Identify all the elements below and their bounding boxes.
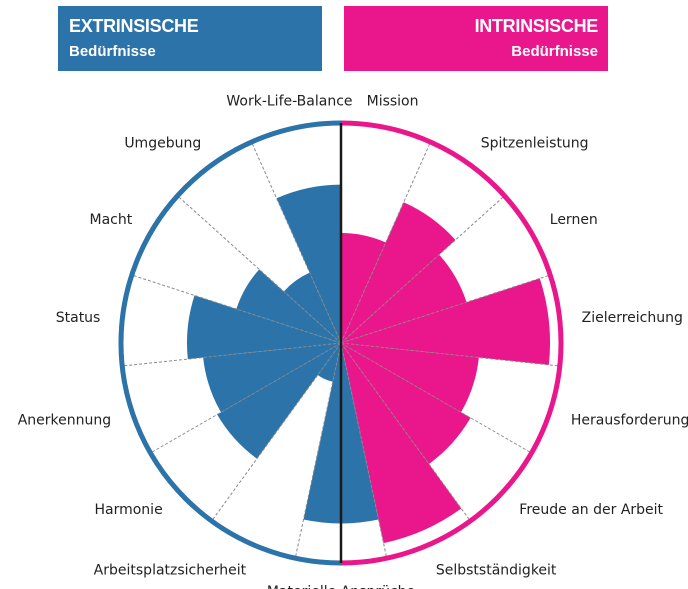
intrinsic-header-subtitle: Bedürfnisse <box>511 43 598 60</box>
grid-spoke <box>294 342 342 559</box>
label-herausforderung: Herausforderung <box>571 413 688 429</box>
intrinsic-header: INTRINSISCHE Bedürfnisse <box>344 6 608 71</box>
grid-spoke <box>150 342 342 454</box>
grid-spoke <box>340 274 551 344</box>
label-mission: Mission <box>367 93 419 109</box>
intrinsic-header-title: INTRINSISCHE <box>474 16 599 36</box>
grid-spoke <box>211 342 342 522</box>
grid-spoke <box>340 342 560 367</box>
label-harmonie: Harmonie <box>94 502 162 518</box>
grid-spoke <box>340 342 471 522</box>
sector-status <box>186 295 341 360</box>
label-materielle-anspruche: Materielle Ansprüche <box>267 584 415 589</box>
sector-lernen <box>341 254 467 343</box>
label-macht: Macht <box>90 212 133 228</box>
sector-herausforderung <box>341 343 479 413</box>
sector-work-life-balance <box>276 184 341 343</box>
label-freude-an-der-arbeit: Freude an der Arbeit <box>519 502 663 518</box>
sector-arbeitsplatzsicherheit <box>317 343 341 382</box>
extrinsic-ring <box>118 120 342 566</box>
intrinsic-ring <box>340 120 564 566</box>
sector-macht <box>236 269 341 343</box>
grid-spoke <box>340 141 431 344</box>
sector-selbststandigkeit <box>341 343 462 544</box>
label-anerkennung: Anerkennung <box>18 413 111 429</box>
sector-spitzenleistung <box>341 202 456 343</box>
grid-spoke <box>177 195 342 344</box>
label-zielerreichung: Zielerreichung <box>582 310 683 326</box>
label-umgebung: Umgebung <box>124 135 201 151</box>
grid-spoke <box>122 342 342 367</box>
label-lernen: Lernen <box>550 212 598 228</box>
extrinsic-header-subtitle: Bedürfnisse <box>69 43 156 60</box>
sector-mission <box>341 233 386 343</box>
sector-umgebung <box>283 272 341 343</box>
sector-anerkennung <box>203 343 341 413</box>
grid-spoke <box>340 342 388 559</box>
label-arbeitsplatzsicherheit: Arbeitsplatzsicherheit <box>94 563 247 579</box>
label-spitzenleistung: Spitzenleistung <box>481 135 589 151</box>
grid-spoke <box>340 195 505 344</box>
sector-zielerreichung <box>341 278 551 365</box>
grid-spoke <box>251 141 342 344</box>
extrinsic-header: EXTRINSISCHE Bedürfnisse <box>58 6 322 71</box>
extrinsic-header-title: EXTRINSISCHE <box>69 16 199 36</box>
sector-freude-an-der-arbeit <box>341 343 471 465</box>
label-status: Status <box>56 310 101 326</box>
grid-spoke <box>131 274 342 344</box>
label-selbststandigkeit: Selbstständigkeit <box>436 563 557 579</box>
grid-spoke <box>340 342 532 454</box>
label-work-life-balance: Work-Life-Balance <box>226 93 352 109</box>
sector-harmonie <box>217 343 341 459</box>
